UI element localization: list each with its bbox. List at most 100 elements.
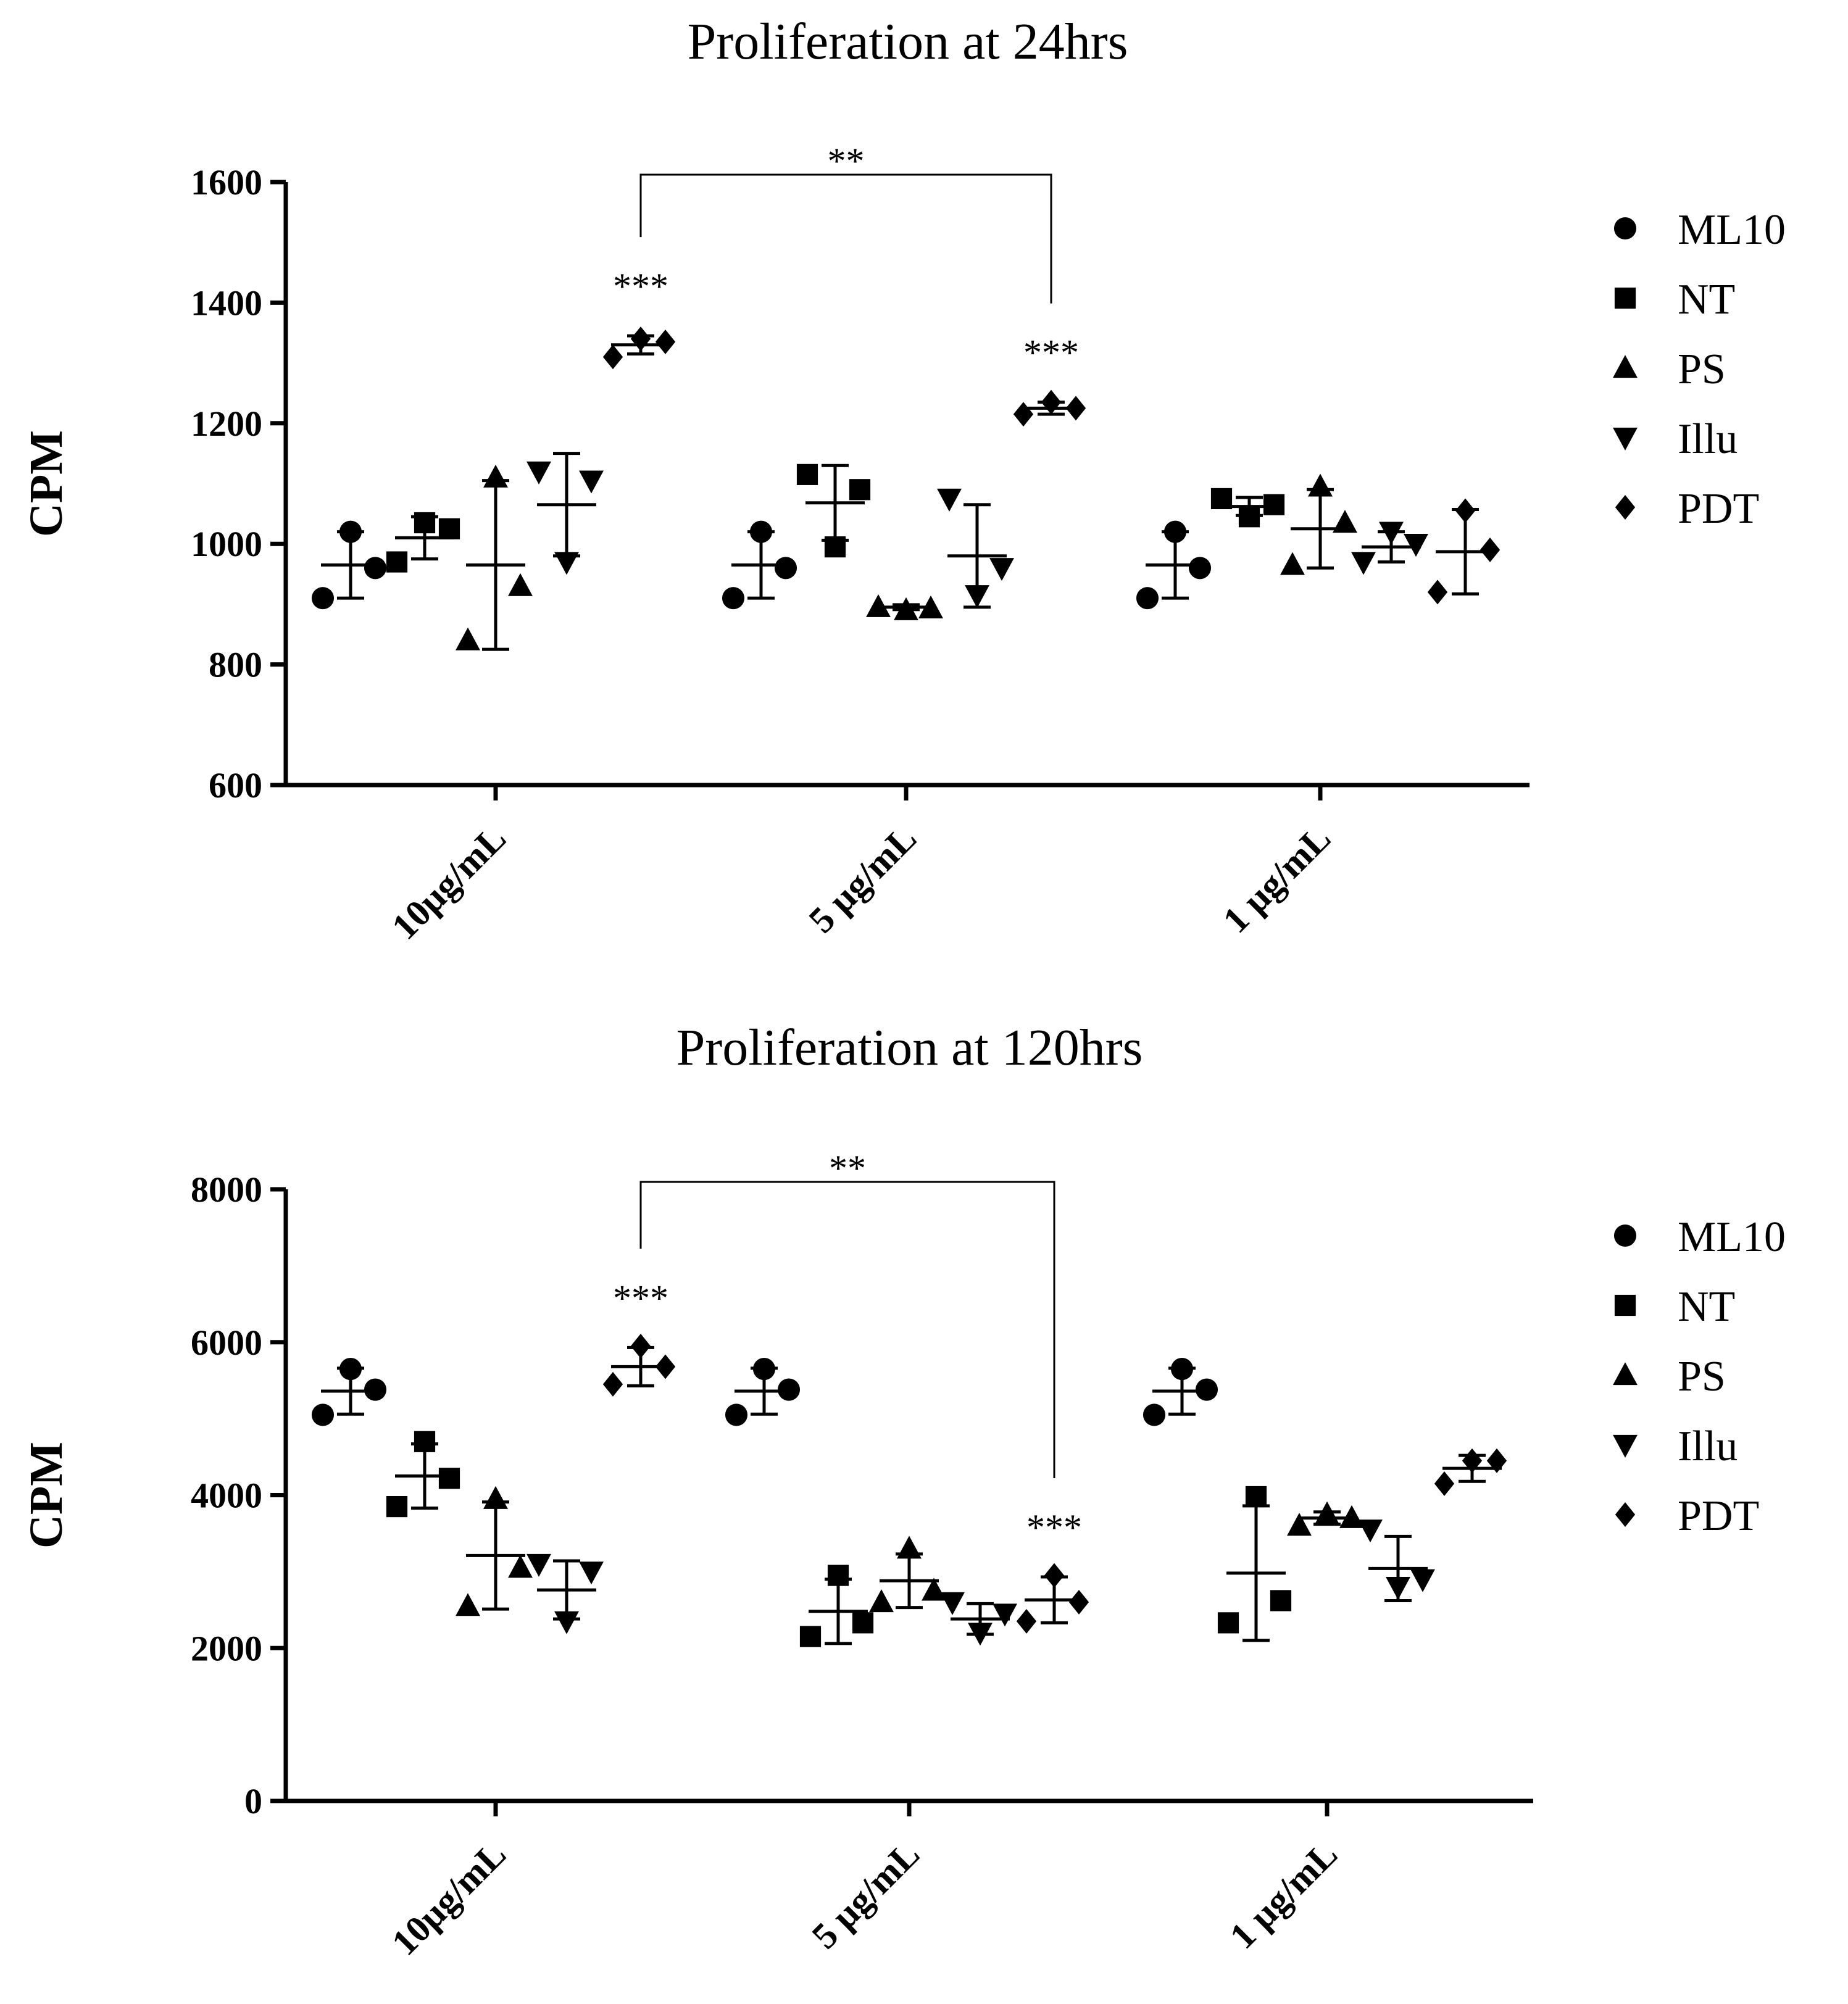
data-point-nt	[438, 518, 460, 539]
data-point-ps	[894, 597, 918, 620]
data-point-pdt	[655, 329, 676, 354]
data-point-ml10	[752, 1358, 776, 1381]
data-point-illu	[1410, 1569, 1435, 1592]
data-point-ps	[456, 1593, 480, 1616]
data-point-ps	[508, 573, 533, 596]
data-point-ps	[866, 594, 891, 617]
data-point-nt	[799, 1626, 822, 1647]
legend-label-ml10: ML10	[1678, 206, 1786, 254]
group-pdt-1	[602, 326, 676, 370]
group-nt-2	[796, 464, 871, 558]
data-point-illu	[937, 488, 962, 512]
data-point-pdt	[1480, 538, 1500, 562]
group-ps-1	[456, 1486, 533, 1616]
y-tick-label: 0	[244, 1781, 262, 1821]
data-point-ml10	[749, 520, 773, 543]
chart-2: Proliferation at 120hrs CPM 0 2000 4000 6000 8…	[20, 1019, 1786, 1963]
data-point-illu	[527, 1553, 551, 1577]
data-point-illu	[1358, 1520, 1383, 1543]
group-illu-1	[527, 1553, 604, 1634]
chart-1: Proliferation at 24hrs CPM 600 800 1000 1200 1…	[20, 13, 1786, 947]
legend-label-ps: PS	[1678, 1353, 1726, 1400]
x-tick-label: 10µg/mL	[384, 818, 514, 947]
data-point-pdt	[1044, 1563, 1065, 1588]
y-tick-label: 600	[209, 765, 262, 805]
group-ml10-1	[311, 520, 387, 610]
data-point-nt	[852, 1612, 874, 1634]
data-point-pdt	[602, 344, 623, 370]
legend-marker-ml10	[1613, 1224, 1637, 1247]
y-tick-label: 2000	[191, 1628, 262, 1668]
data-point-nt	[824, 536, 846, 558]
data-point-illu	[940, 1592, 965, 1615]
data-point-pdt	[1068, 1589, 1089, 1615]
data-point-pdt	[1455, 498, 1476, 523]
data-point-ps	[1287, 1513, 1312, 1536]
data-point-illu	[1351, 552, 1376, 575]
data-point-pdt	[1065, 396, 1086, 421]
data-point-nt	[386, 1495, 408, 1518]
data-point-ml10	[725, 1403, 748, 1426]
legend-label-ps: PS	[1678, 346, 1726, 393]
chart-title: Proliferation at 120hrs	[676, 1019, 1143, 1076]
x-tick-label: 5 µg/mL	[801, 818, 925, 941]
data-point-pdt	[655, 1354, 676, 1379]
legend-label-pdt: PDT	[1678, 485, 1759, 533]
significance-label: **	[828, 141, 865, 181]
group-illu-3	[1358, 1520, 1435, 1602]
group-nt-2	[799, 1565, 874, 1647]
data-point-nt	[849, 479, 871, 501]
y-tick-label: 6000	[191, 1323, 262, 1363]
data-point-illu	[1386, 1577, 1410, 1600]
data-point-illu	[554, 552, 579, 575]
x-tick-label: 5 µg/mL	[804, 1834, 928, 1957]
data-point-illu	[965, 585, 989, 609]
data-point-nt	[386, 551, 408, 573]
data-point-pdt	[1486, 1448, 1507, 1473]
data-point-pdt	[1434, 1471, 1455, 1496]
data-point-nt	[1210, 488, 1233, 510]
data-point-ml10	[364, 1378, 387, 1401]
data-point-ml10	[774, 557, 797, 580]
data-point-nt	[438, 1468, 460, 1489]
group-nt-1	[386, 512, 460, 573]
data-point-ml10	[722, 587, 745, 610]
data-point-ps	[1308, 473, 1333, 497]
data-point-ml10	[339, 520, 362, 543]
group-ml10-2	[725, 1358, 801, 1426]
group-ml10-3	[1136, 520, 1212, 610]
group-pdt-3	[1434, 1448, 1507, 1496]
legend-label-pdt: PDT	[1678, 1492, 1759, 1540]
data-point-ml10	[339, 1358, 362, 1381]
group-illu-2	[940, 1592, 1017, 1646]
y-tick-label: 1000	[191, 524, 262, 564]
y-tick-label: 4000	[191, 1476, 262, 1516]
data-point-ps	[897, 1536, 922, 1559]
data-point-pdt	[602, 1371, 623, 1397]
y-tick-label: 8000	[191, 1170, 262, 1210]
group-illu-2	[937, 488, 1014, 609]
data-point-pdt	[1013, 402, 1034, 427]
group-illu-1	[527, 452, 604, 575]
group-pdt-2	[1013, 389, 1086, 427]
y-axis-label: CPM	[20, 430, 72, 537]
data-point-ps	[918, 595, 943, 618]
y-tick-label: 1400	[191, 283, 262, 323]
y-tick-label: 1200	[191, 404, 262, 444]
group-pdt-2	[1016, 1563, 1089, 1634]
data-point-illu	[1404, 534, 1428, 557]
group-pdt-1	[602, 1333, 676, 1397]
data-point-ml10	[311, 587, 335, 610]
data-point-nt	[1245, 1486, 1267, 1508]
data-point-ps	[483, 464, 508, 488]
data-point-ps	[483, 1486, 508, 1509]
legend-label-nt: NT	[1678, 1283, 1735, 1331]
chart-title: Proliferation at 24hrs	[688, 13, 1128, 70]
data-point-illu	[989, 558, 1014, 581]
x-tick-label: 1 µg/mL	[1215, 818, 1339, 941]
group-ps-3	[1287, 1501, 1364, 1536]
data-point-illu	[579, 470, 604, 494]
data-point-ml10	[1163, 520, 1187, 543]
data-point-ps	[1315, 1501, 1339, 1524]
legend-marker-pdt	[1615, 495, 1636, 520]
